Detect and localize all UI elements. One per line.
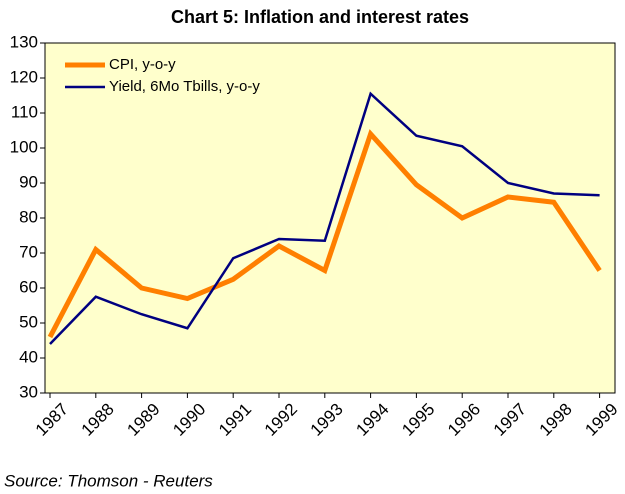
y-tick-label: 110 [11,102,38,121]
y-tick-label: 80 [19,207,38,226]
x-tick-label: 1989 [123,400,163,440]
y-tick-label: 40 [19,347,38,366]
x-tick-label: 1996 [444,400,484,440]
chart-title: Chart 5: Inflation and interest rates [171,7,469,27]
x-tick-label: 1993 [307,400,347,440]
y-tick-label: 30 [19,382,38,401]
legend-label: Yield, 6Mo Tbills, y-o-y [109,78,260,95]
x-tick-label: 1987 [32,400,72,440]
legend-label: CPI, y-o-y [109,56,176,73]
x-tick-label: 1994 [352,400,392,440]
x-tick-label: 1997 [490,400,530,440]
x-tick-label: 1988 [78,400,118,440]
x-tick-label: 1998 [536,400,576,440]
x-tick-label: 1995 [398,400,438,440]
plot-area [44,42,616,394]
y-tick-label: 60 [19,277,38,296]
y-tick-label: 50 [19,312,38,331]
series-line [49,91,600,345]
x-tick-label: 1990 [169,400,209,440]
y-tick-label: 100 [10,137,38,156]
source: Source: Thomson - Reuters [4,471,213,490]
y-tick-label: 70 [19,242,38,261]
y-tick-label: 120 [10,67,38,86]
x-tick-label: 1992 [261,400,301,440]
y-tick-label: 90 [19,172,38,191]
y-tick-label: 130 [10,32,38,51]
x-tick-label: 1999 [581,400,621,440]
x-tick-label: 1991 [215,400,255,440]
series-line [47,129,602,339]
